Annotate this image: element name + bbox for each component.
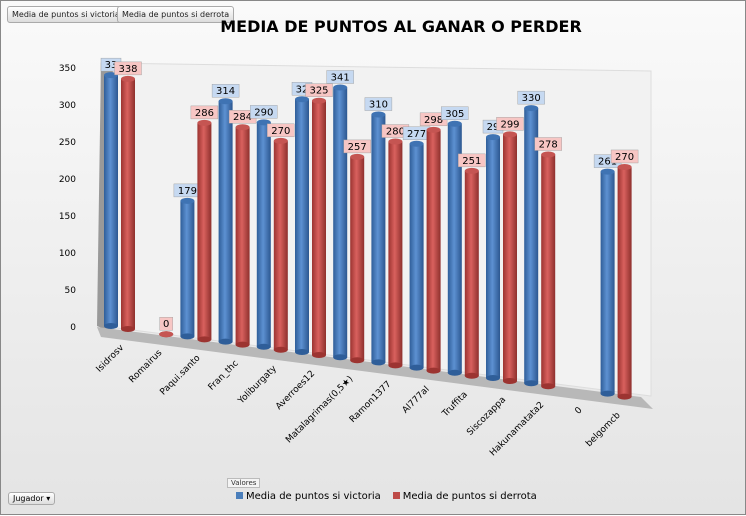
y-tick-label: 350	[59, 64, 76, 74]
data-label: 33	[105, 60, 118, 71]
bar-victoria[interactable]	[447, 120, 462, 376]
legend-label: Media de puntos si victoria	[246, 491, 381, 502]
data-label: 270	[615, 152, 634, 163]
filter-derrota-button[interactable]: Media de puntos si derrota	[117, 6, 235, 23]
bar-victoria[interactable]	[486, 134, 500, 381]
x-tick-label: Paqui.santo	[158, 353, 202, 397]
data-label-box	[305, 83, 333, 97]
data-label: 29	[487, 122, 500, 133]
bar-derrota[interactable]	[159, 331, 174, 338]
valores-field-button[interactable]: Valores	[227, 478, 261, 488]
jugador-label: Jugador	[13, 494, 44, 503]
bar-victoria[interactable]	[333, 84, 348, 361]
bar-derrota[interactable]	[541, 151, 556, 390]
data-label: 286	[195, 108, 214, 119]
data-label: 298	[424, 115, 443, 126]
data-label: 330	[522, 93, 541, 104]
data-label: 251	[462, 156, 481, 167]
data-label-box	[250, 105, 278, 119]
data-label: 341	[331, 72, 350, 83]
data-label: 299	[500, 119, 519, 130]
data-label-box	[517, 90, 545, 105]
jugador-filter-dropdown[interactable]: Jugador ▾	[8, 492, 56, 505]
y-tick-label: 250	[59, 138, 76, 148]
data-label: 290	[254, 107, 273, 118]
bar-derrota[interactable]	[197, 119, 212, 343]
legend-label: Media de puntos si derrota	[402, 491, 537, 502]
x-tick-label: Averroes12	[274, 369, 317, 412]
bar-victoria[interactable]	[600, 168, 615, 397]
data-label-box	[364, 97, 393, 111]
bar-derrota[interactable]	[426, 126, 441, 374]
y-tick-label: 150	[59, 212, 76, 222]
y-tick-label: 300	[59, 101, 76, 111]
data-label-box	[534, 137, 562, 151]
y-tick-label: 200	[59, 175, 76, 185]
bar-derrota[interactable]	[350, 153, 365, 364]
bar-derrota[interactable]	[121, 75, 135, 332]
data-label-box	[159, 317, 173, 331]
y-tick-label: 0	[70, 323, 76, 333]
data-label-box	[326, 70, 354, 84]
data-label-box	[211, 84, 240, 98]
y-tick-label: 100	[59, 249, 76, 259]
bar-victoria[interactable]	[180, 197, 195, 340]
data-label: 325	[309, 86, 328, 97]
x-tick-label: Al777al	[401, 385, 432, 416]
x-tick-label: Romairus	[127, 348, 164, 385]
data-label: 0	[163, 319, 169, 330]
data-label-box	[441, 106, 469, 120]
bar-victoria[interactable]	[295, 96, 309, 355]
data-label-box	[458, 153, 486, 168]
bar-victoria[interactable]	[256, 119, 271, 350]
data-label-box	[114, 61, 142, 76]
data-label: 305	[445, 109, 464, 120]
data-label-box	[343, 139, 371, 154]
bar-derrota[interactable]	[617, 163, 632, 400]
data-label-box	[610, 149, 639, 164]
bar-victoria[interactable]	[104, 72, 118, 329]
data-label: 32	[296, 84, 309, 95]
bar-derrota[interactable]	[312, 97, 326, 358]
x-tick-label: Fran_thc	[207, 359, 241, 393]
x-tick-label: Siscozappa	[465, 395, 508, 438]
legend: Media de puntos si victoria Media de pun…	[236, 491, 537, 502]
bar-derrota[interactable]	[235, 124, 250, 348]
x-tick-label: Yoliburgaty	[236, 363, 280, 407]
bar-derrota[interactable]	[464, 167, 479, 379]
legend-item-derrota: Media de puntos si derrota	[392, 491, 537, 502]
bar-victoria[interactable]	[409, 140, 424, 371]
chart-title: MEDIA DE PUNTOS AL GANAR O PERDER	[220, 17, 582, 36]
data-label-box	[496, 117, 524, 131]
bar-victoria[interactable]	[218, 98, 233, 345]
data-label: 179	[178, 186, 197, 197]
x-tick-label: 0	[573, 405, 584, 416]
bar-victoria[interactable]	[524, 105, 539, 387]
bar-derrota[interactable]	[503, 131, 517, 384]
data-label-box	[267, 123, 295, 138]
data-label: 310	[369, 100, 388, 111]
y-tick-label: 50	[65, 286, 77, 296]
data-label: 261	[598, 157, 617, 168]
data-label: 257	[348, 142, 367, 153]
x-tick-label: belgomcb	[584, 410, 623, 449]
data-label: 314	[216, 86, 235, 97]
data-label: 284	[233, 112, 252, 123]
bar-derrota[interactable]	[388, 138, 403, 369]
legend-item-victoria: Media de puntos si victoria	[236, 491, 381, 502]
bar-victoria[interactable]	[371, 111, 386, 366]
bar-derrota[interactable]	[273, 137, 288, 353]
x-tick-label: Isidrosv	[95, 343, 127, 375]
floor	[97, 327, 653, 409]
x-tick-label: Ramon1377	[348, 379, 394, 425]
data-label: 277	[407, 129, 426, 140]
data-label: 270	[271, 126, 290, 137]
x-tick-label: Truffita	[440, 390, 470, 420]
data-label-box	[190, 105, 219, 120]
data-label: 338	[118, 64, 137, 75]
data-label: 278	[539, 139, 558, 150]
data-label: 280	[386, 127, 405, 138]
